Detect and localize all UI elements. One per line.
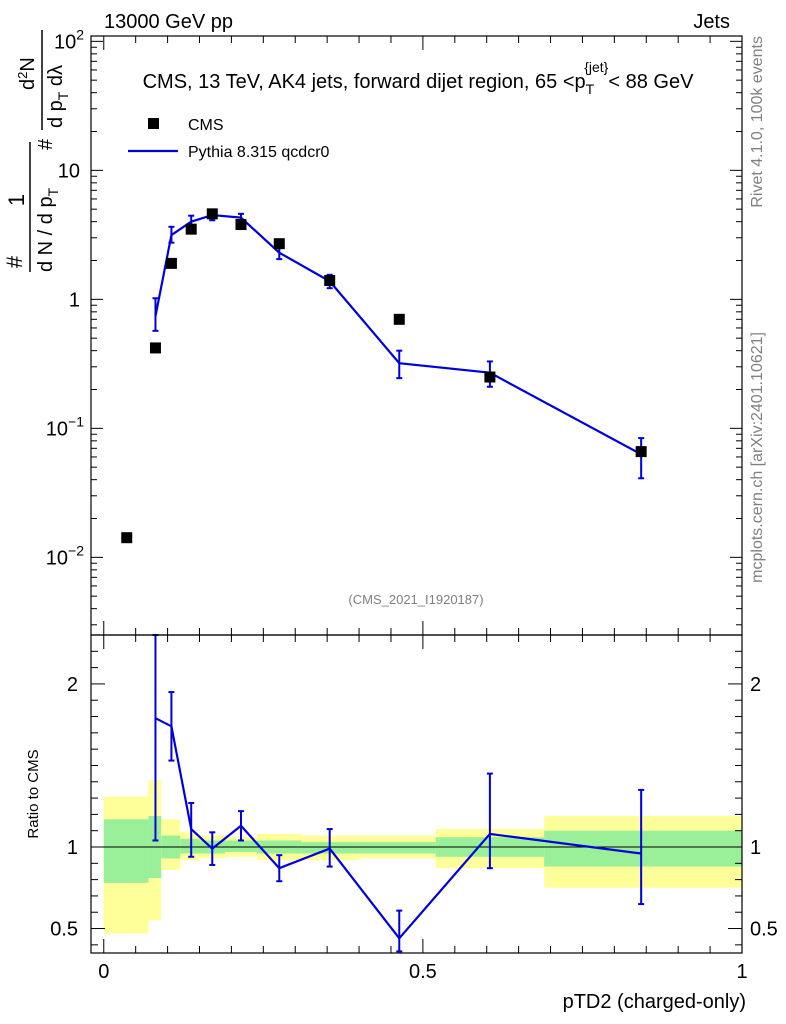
mcplots-label: mcplots.cern.ch [arXiv:2401.10621]: [749, 332, 766, 583]
ratio-y-tick-label: 0.5: [50, 919, 78, 941]
cms-point: [635, 446, 647, 458]
legend-label-cms: CMS: [188, 117, 224, 134]
ratio-y-tick-label-right: 0.5: [750, 919, 778, 941]
uncertainty-band-inner: [225, 840, 257, 852]
ratio-ylabel: Ratio to CMS: [25, 749, 42, 838]
ratio-mc-line: [154, 717, 642, 941]
ratio-y-tick-label-right: 1: [750, 837, 761, 859]
header-right: Jets: [693, 11, 730, 33]
header-left: 13000 GeV pp: [104, 11, 233, 33]
legend-label-pythia: Pythia 8.315 qcdcr0: [188, 144, 330, 161]
x-tick-label: 1: [736, 961, 747, 983]
ratio-y-tick-label: 2: [67, 674, 78, 696]
x-tick-label: 0: [98, 961, 109, 983]
rivet-label: Rivet 4.1.0, 100k events: [749, 36, 766, 208]
main-title: CMS, 13 TeV, AK4 jets, forward dijet reg…: [143, 59, 694, 97]
uncertainty-band-inner: [180, 838, 200, 854]
cms-point: [149, 342, 161, 354]
watermark: (CMS_2021_I1920187): [348, 592, 483, 607]
cms-point: [393, 313, 405, 325]
y-tick-label: 102: [54, 26, 84, 53]
ratio-y-tick-label: 1: [67, 837, 78, 859]
cms-point: [121, 532, 133, 544]
ylabel-one: 1: [4, 194, 29, 206]
cms-point: [206, 208, 218, 220]
y-tick-label: 10−1: [46, 413, 84, 440]
x-axis-label: pTD2 (charged-only): [563, 991, 746, 1013]
main-ylabel: # 1 d N / d pT # d2N d pT dλ: [2, 30, 71, 272]
ylabel-top: d2N: [15, 57, 39, 90]
ylabel-den: d N / d pT: [35, 187, 61, 272]
uncertainty-band-inner: [103, 819, 149, 883]
x-tick-label: 0.5: [409, 961, 437, 983]
uncertainty-band-inner: [359, 842, 436, 854]
cms-point: [235, 219, 247, 231]
cms-point: [165, 257, 177, 269]
ratio-y-tick-label-right: 2: [750, 674, 761, 696]
ylabel-bot: d pT dλ: [45, 65, 71, 128]
y-tick-label: 10: [58, 160, 80, 182]
uncertainty-band-inner: [544, 830, 742, 867]
ylabel-hash-left: #: [2, 255, 27, 268]
cms-point: [484, 371, 496, 383]
legend-marker-cms: [148, 118, 159, 129]
cms-point: [324, 274, 336, 286]
y-tick-label: 10−2: [46, 542, 84, 569]
ratio-frame: [90, 634, 743, 954]
main-plot: 102 10 1 10−1 10−2 CMS, 13 TeV, AK4 jets, fo…: [46, 26, 743, 636]
ratio-plot: 2 21 10.5 0.50 0.5 1 Ratio to CMS pTD2 (charg…: [25, 634, 778, 1013]
cms-point: [273, 238, 285, 250]
cms-point: [185, 223, 197, 235]
mc-line: [154, 213, 642, 456]
y-tick-label: 1: [69, 289, 80, 311]
ylabel-hash: #: [35, 138, 57, 150]
